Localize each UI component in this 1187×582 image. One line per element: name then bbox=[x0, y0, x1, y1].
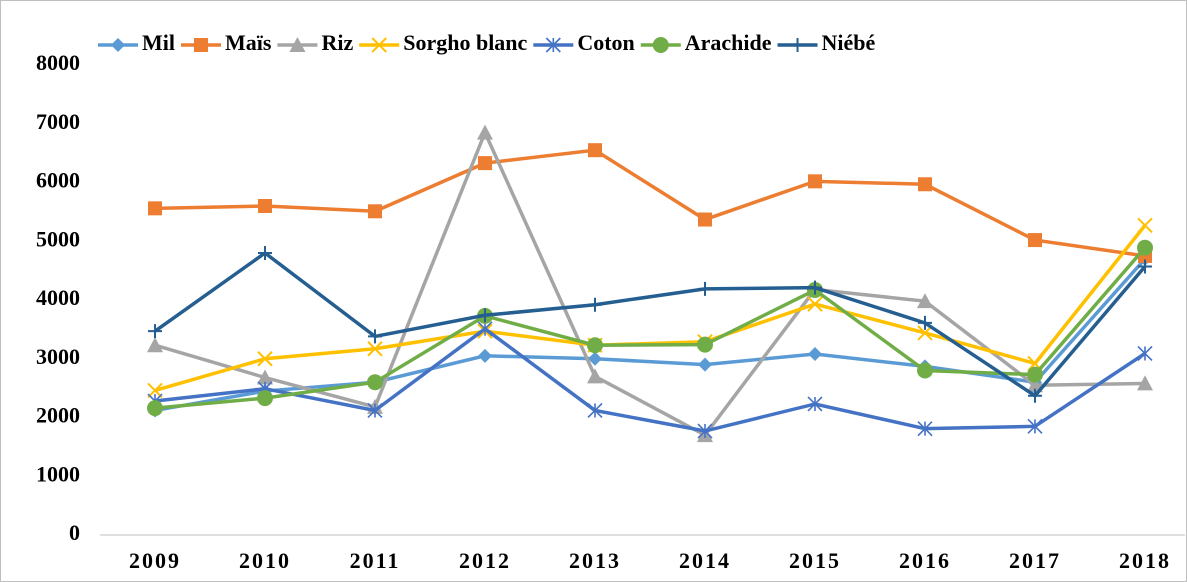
y-tick-label: 7000 bbox=[36, 109, 80, 134]
x-tick-label: 2012 bbox=[459, 548, 511, 573]
marker bbox=[1028, 388, 1042, 403]
x-tick-label: 2017 bbox=[1009, 548, 1061, 573]
x-tick-label: 2011 bbox=[350, 548, 401, 573]
marker bbox=[289, 37, 306, 52]
series-line bbox=[154, 326, 1146, 433]
y-tick-label: 0 bbox=[69, 520, 80, 545]
marker bbox=[807, 396, 823, 412]
y-tick-label: 8000 bbox=[36, 50, 80, 75]
marker bbox=[588, 143, 602, 158]
marker bbox=[917, 293, 933, 309]
marker bbox=[148, 201, 162, 216]
x-tick-label: 2009 bbox=[129, 548, 181, 573]
marker bbox=[698, 212, 712, 227]
marker bbox=[477, 321, 493, 337]
marker bbox=[697, 336, 713, 353]
marker bbox=[111, 38, 125, 52]
marker bbox=[917, 325, 933, 341]
marker bbox=[917, 362, 933, 379]
marker bbox=[697, 423, 713, 439]
marker bbox=[147, 400, 163, 417]
y-tick-label: 4000 bbox=[36, 285, 80, 310]
marker bbox=[808, 280, 822, 295]
legend-label: Mil bbox=[142, 30, 175, 55]
marker bbox=[698, 281, 712, 296]
marker bbox=[807, 296, 823, 312]
legend-label: Sorgho blanc bbox=[403, 30, 527, 55]
legend-label: Arachide bbox=[685, 30, 772, 55]
series-line bbox=[154, 246, 1147, 410]
marker bbox=[258, 246, 272, 260]
marker bbox=[918, 177, 932, 192]
marker bbox=[808, 174, 822, 189]
marker bbox=[1137, 375, 1153, 391]
marker bbox=[147, 382, 163, 399]
marker bbox=[587, 368, 603, 384]
marker bbox=[587, 337, 603, 354]
legend-label: Riz bbox=[321, 30, 353, 55]
marker bbox=[698, 357, 712, 372]
x-tick-label: 2015 bbox=[789, 548, 841, 573]
marker bbox=[477, 124, 493, 140]
x-tick-label: 2010 bbox=[239, 548, 291, 573]
marker bbox=[1027, 418, 1043, 434]
marker bbox=[1138, 259, 1152, 274]
marker bbox=[371, 37, 387, 53]
marker bbox=[652, 37, 669, 53]
series-line bbox=[154, 148, 1146, 258]
series-line bbox=[153, 250, 1147, 399]
marker bbox=[1137, 345, 1153, 362]
marker bbox=[367, 374, 383, 391]
x-tick-label: 2018 bbox=[1119, 548, 1171, 573]
marker bbox=[478, 156, 492, 171]
x-tick-label: 2014 bbox=[679, 548, 731, 573]
marker bbox=[194, 38, 208, 52]
marker bbox=[257, 369, 273, 385]
marker bbox=[808, 347, 822, 362]
marker bbox=[587, 402, 603, 419]
y-tick-label: 2000 bbox=[36, 403, 80, 428]
marker bbox=[917, 421, 933, 437]
series-line bbox=[154, 128, 1146, 438]
y-tick-label: 6000 bbox=[36, 168, 80, 193]
series-line bbox=[154, 257, 1147, 413]
x-tick-label: 2016 bbox=[899, 548, 951, 573]
marker bbox=[545, 37, 561, 53]
marker bbox=[1137, 239, 1153, 256]
marker bbox=[790, 38, 805, 52]
marker bbox=[918, 315, 932, 330]
marker bbox=[148, 324, 162, 339]
legend-label: Niébé bbox=[822, 30, 876, 55]
y-tick-label: 3000 bbox=[36, 344, 80, 369]
marker bbox=[478, 308, 492, 323]
marker bbox=[257, 390, 273, 407]
marker bbox=[368, 204, 382, 219]
legend-label: Maïs bbox=[225, 30, 272, 55]
marker bbox=[368, 329, 382, 344]
y-tick-label: 1000 bbox=[36, 461, 80, 486]
marker bbox=[1028, 233, 1042, 248]
legend-label: Coton bbox=[577, 30, 634, 55]
marker bbox=[367, 341, 383, 357]
marker bbox=[1027, 366, 1043, 383]
marker bbox=[258, 199, 272, 213]
marker bbox=[478, 348, 492, 363]
marker bbox=[1137, 217, 1153, 234]
marker bbox=[588, 297, 602, 312]
marker bbox=[588, 351, 602, 366]
marker bbox=[257, 351, 273, 367]
x-tick-label: 2013 bbox=[569, 548, 621, 573]
marker bbox=[367, 402, 383, 419]
marker bbox=[147, 337, 163, 353]
y-tick-label: 5000 bbox=[36, 226, 80, 251]
